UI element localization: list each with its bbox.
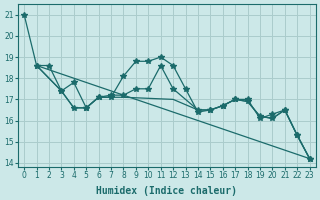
- X-axis label: Humidex (Indice chaleur): Humidex (Indice chaleur): [96, 186, 237, 196]
